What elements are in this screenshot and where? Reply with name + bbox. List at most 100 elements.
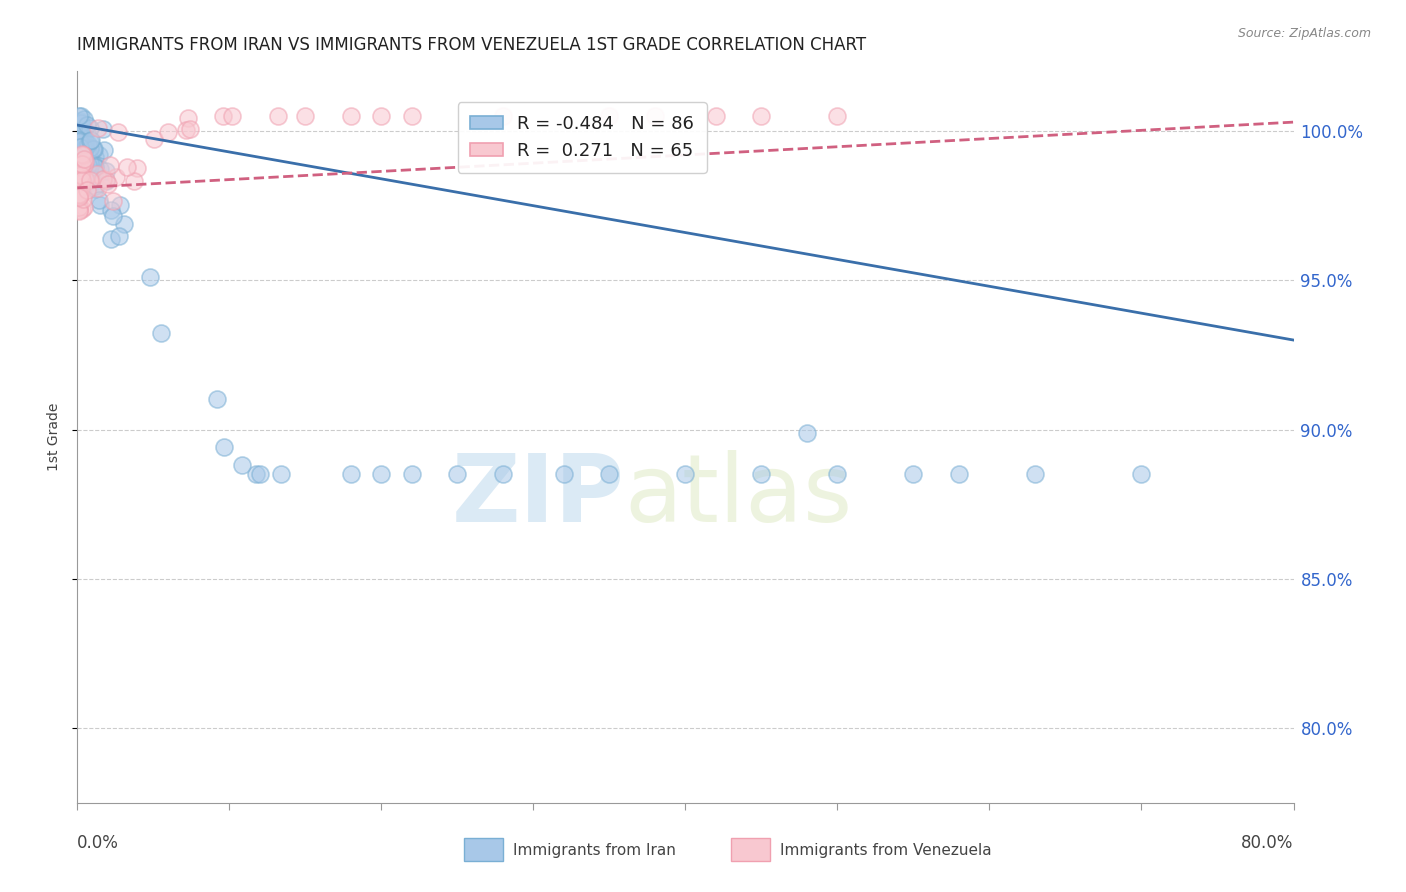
Y-axis label: 1st Grade: 1st Grade: [48, 403, 62, 471]
Point: [340, 467, 363, 482]
Point: [751, 467, 773, 482]
Point: [553, 467, 575, 482]
Point: [67, 182, 90, 196]
Point: [98, 158, 121, 172]
Point: [903, 467, 925, 482]
Point: [101, 194, 124, 209]
Point: [67, 187, 90, 202]
Point: [70, 158, 93, 172]
Point: [67, 204, 90, 219]
Point: [122, 174, 145, 188]
Point: [492, 109, 515, 123]
Point: [212, 440, 235, 454]
Point: [79, 120, 101, 135]
Point: [82, 175, 104, 189]
Point: [67, 161, 90, 176]
Point: [73, 112, 96, 126]
Point: [751, 109, 773, 123]
Point: [91, 122, 114, 136]
Point: [94, 164, 117, 178]
Point: [76, 118, 98, 132]
Point: [675, 467, 697, 482]
Point: [179, 121, 201, 136]
Text: 0.0%: 0.0%: [77, 834, 120, 852]
Point: [69, 140, 91, 154]
Point: [231, 458, 253, 472]
Point: [82, 142, 104, 156]
Point: [76, 183, 98, 197]
Text: atlas: atlas: [624, 450, 853, 541]
Point: [138, 270, 160, 285]
Point: [100, 232, 122, 246]
Point: [83, 150, 105, 164]
Point: [67, 116, 90, 130]
Point: [89, 198, 111, 212]
Point: [1024, 467, 1046, 482]
Point: [73, 153, 96, 167]
Point: [142, 132, 165, 146]
Point: [67, 123, 90, 137]
Point: [67, 200, 90, 214]
Point: [69, 168, 91, 182]
Point: [70, 202, 93, 216]
Point: [796, 425, 818, 440]
Text: 80.0%: 80.0%: [1241, 834, 1294, 852]
Point: [89, 148, 111, 162]
Point: [156, 125, 179, 139]
Point: [69, 187, 91, 202]
Point: [67, 109, 90, 123]
Point: [87, 120, 110, 135]
Point: [93, 143, 115, 157]
Point: [340, 109, 363, 123]
Text: IMMIGRANTS FROM IRAN VS IMMIGRANTS FROM VENEZUELA 1ST GRADE CORRELATION CHART: IMMIGRANTS FROM IRAN VS IMMIGRANTS FROM …: [77, 36, 866, 54]
Point: [87, 181, 110, 195]
Point: [77, 137, 100, 152]
Point: [221, 109, 243, 123]
Point: [86, 167, 108, 181]
Text: ZIP: ZIP: [451, 450, 624, 541]
Point: [100, 203, 122, 218]
Point: [83, 158, 105, 172]
Point: [84, 161, 107, 175]
Point: [94, 173, 117, 187]
Point: [87, 194, 110, 208]
Point: [598, 467, 620, 482]
Point: [70, 167, 93, 181]
Point: [80, 170, 103, 185]
Point: [104, 169, 127, 184]
Point: [75, 159, 97, 173]
Point: [294, 109, 316, 123]
Point: [598, 109, 620, 123]
Point: [67, 153, 90, 167]
Point: [67, 135, 90, 149]
Point: [72, 147, 94, 161]
Point: [107, 125, 129, 139]
Point: [72, 128, 94, 142]
Point: [73, 141, 96, 155]
Point: [70, 109, 93, 123]
Point: [492, 467, 515, 482]
Point: [401, 467, 423, 482]
Point: [67, 180, 90, 194]
Point: [70, 173, 93, 187]
Text: Immigrants from Venezuela: Immigrants from Venezuela: [780, 843, 993, 857]
Legend: R = -0.484   N = 86, R =  0.271   N = 65: R = -0.484 N = 86, R = 0.271 N = 65: [458, 103, 707, 173]
Point: [73, 200, 96, 214]
Point: [108, 229, 131, 244]
Point: [70, 166, 93, 180]
Point: [67, 167, 90, 181]
Point: [79, 155, 101, 169]
Point: [80, 171, 103, 186]
Point: [72, 123, 94, 137]
Point: [89, 162, 111, 177]
Point: [69, 151, 91, 165]
Point: [827, 467, 849, 482]
Point: [73, 148, 96, 162]
Point: [370, 467, 392, 482]
Point: [101, 209, 124, 223]
Point: [73, 154, 96, 169]
Point: [1130, 467, 1153, 482]
Point: [70, 115, 93, 129]
Point: [79, 134, 101, 148]
Point: [97, 177, 120, 191]
